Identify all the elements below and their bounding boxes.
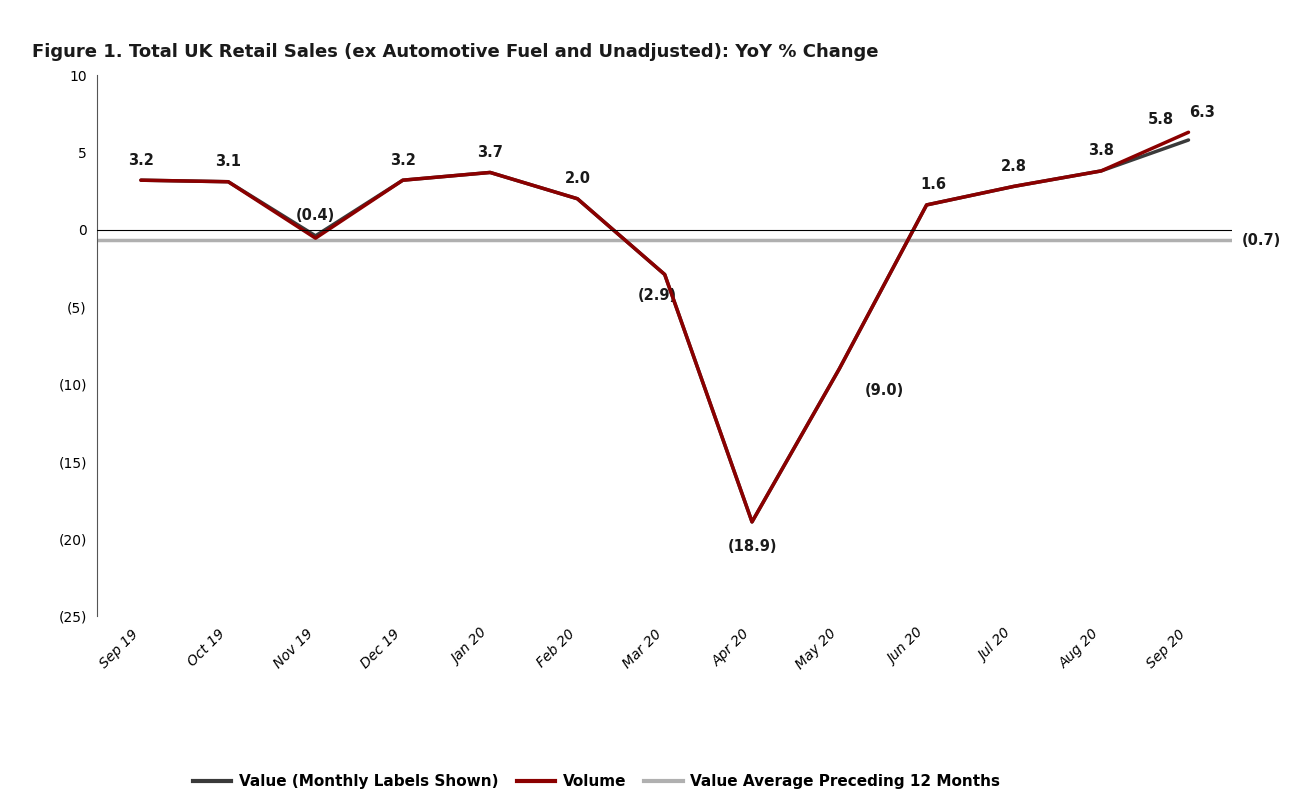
Text: (0.4): (0.4) xyxy=(296,209,335,224)
Text: (0.7): (0.7) xyxy=(1241,233,1280,248)
Text: 3.1: 3.1 xyxy=(215,154,241,169)
Text: 2.8: 2.8 xyxy=(1001,159,1027,174)
Text: 5.8: 5.8 xyxy=(1148,112,1174,127)
Text: 6.3: 6.3 xyxy=(1189,105,1215,120)
Text: 3.8: 3.8 xyxy=(1088,144,1114,159)
Text: 3.7: 3.7 xyxy=(477,145,503,160)
Legend: Value (Monthly Labels Shown), Volume, Value Average Preceding 12 Months: Value (Monthly Labels Shown), Volume, Va… xyxy=(187,768,1006,790)
Text: 1.6: 1.6 xyxy=(921,178,947,193)
Text: (18.9): (18.9) xyxy=(728,539,777,554)
Text: (9.0): (9.0) xyxy=(864,382,904,397)
Text: 3.2: 3.2 xyxy=(128,152,154,167)
Text: Figure 1. Total UK Retail Sales (ex Automotive Fuel and Unadjusted): YoY % Chang: Figure 1. Total UK Retail Sales (ex Auto… xyxy=(32,43,879,62)
Text: 3.2: 3.2 xyxy=(390,152,416,167)
Text: (2.9): (2.9) xyxy=(638,288,677,303)
Text: 2.0: 2.0 xyxy=(564,171,590,186)
